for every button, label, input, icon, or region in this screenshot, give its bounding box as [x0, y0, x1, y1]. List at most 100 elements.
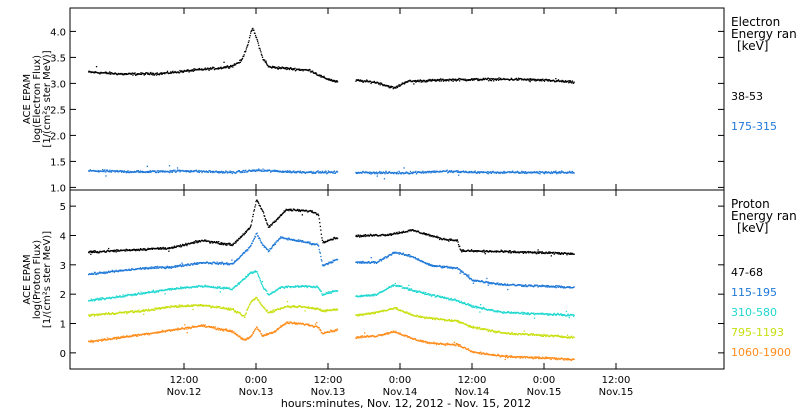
data-point: [287, 287, 288, 288]
data-point: [277, 289, 278, 290]
data-point: [154, 268, 155, 269]
data-point: [262, 169, 263, 170]
data-point: [249, 274, 250, 275]
data-point: [320, 308, 321, 309]
data-point: [473, 283, 474, 284]
data-point: [321, 234, 322, 235]
data-point: [468, 276, 469, 277]
data-point: [318, 214, 319, 215]
data-point: [315, 212, 316, 213]
data-point: [235, 242, 236, 243]
data-point: [105, 175, 106, 176]
data-point: [181, 263, 182, 264]
data-point: [457, 241, 458, 242]
data-point: [154, 170, 155, 171]
data-point: [337, 259, 338, 260]
data-point: [259, 302, 260, 303]
data-point: [337, 309, 338, 310]
data-point: [255, 204, 256, 205]
data-points: [88, 28, 575, 361]
data-point: [458, 175, 459, 176]
data-point: [273, 309, 274, 310]
data-point: [309, 242, 310, 243]
data-point: [205, 285, 206, 286]
data-point: [377, 176, 378, 177]
data-point: [244, 317, 245, 318]
data-point: [230, 310, 231, 311]
data-point: [186, 265, 187, 266]
data-point: [289, 306, 290, 307]
data-point: [245, 50, 246, 51]
series-38-53: [88, 28, 575, 90]
data-point: [396, 173, 397, 174]
data-point: [262, 285, 263, 286]
data-point: [407, 287, 408, 288]
data-point: [423, 292, 424, 293]
data-point: [401, 286, 402, 287]
data-point: [223, 62, 224, 63]
data-point: [321, 237, 322, 238]
data-point: [147, 166, 148, 167]
data-point: [252, 28, 253, 29]
data-point: [272, 246, 273, 247]
data-point: [491, 80, 492, 81]
data-point: [156, 172, 157, 173]
data-point: [337, 291, 338, 292]
data-point: [468, 303, 469, 304]
data-point: [259, 278, 260, 279]
data-point: [479, 311, 480, 312]
data-point: [265, 309, 266, 310]
data-point: [253, 214, 254, 215]
data-point: [568, 314, 569, 315]
data-point: [379, 261, 380, 262]
data-point: [537, 285, 538, 286]
data-point: [322, 240, 323, 241]
data-point: [277, 67, 278, 68]
data-point: [485, 253, 486, 254]
data-point: [334, 170, 335, 171]
data-point: [275, 221, 276, 222]
data-point: [502, 173, 503, 174]
data-point: [574, 82, 575, 83]
data-point: [123, 294, 124, 295]
data-point: [434, 295, 435, 296]
data-point: [232, 173, 233, 174]
data-point: [208, 70, 209, 71]
data-point: [460, 269, 461, 270]
data-point: [241, 60, 242, 61]
data-point: [169, 165, 170, 166]
data-point: [233, 310, 234, 311]
data-point: [572, 171, 573, 172]
data-point: [243, 56, 244, 57]
data-point: [566, 254, 567, 255]
data-point: [272, 311, 273, 312]
data-point: [154, 310, 155, 311]
data-point: [105, 171, 106, 172]
data-point: [273, 245, 274, 246]
data-point: [312, 210, 313, 211]
data-point: [223, 307, 224, 308]
data-point: [259, 277, 260, 278]
data-point: [325, 294, 326, 295]
data-point: [251, 245, 252, 246]
data-point: [320, 256, 321, 257]
data-point: [254, 206, 255, 207]
data-point: [510, 250, 511, 251]
data-point: [425, 292, 426, 293]
data-point: [165, 293, 166, 294]
data-point: [257, 39, 258, 40]
data-point: [258, 43, 259, 44]
data-point: [329, 291, 330, 292]
data-point: [169, 289, 170, 290]
data-point: [168, 251, 169, 252]
data-point: [415, 257, 416, 258]
data-point: [321, 259, 322, 260]
electron-panel-frame: [70, 8, 724, 190]
data-point: [220, 264, 221, 265]
data-point: [257, 41, 258, 42]
data-point: [101, 299, 102, 300]
data-point: [227, 65, 228, 66]
data-point: [119, 295, 120, 296]
data-point: [248, 275, 249, 276]
data-point: [553, 252, 554, 253]
